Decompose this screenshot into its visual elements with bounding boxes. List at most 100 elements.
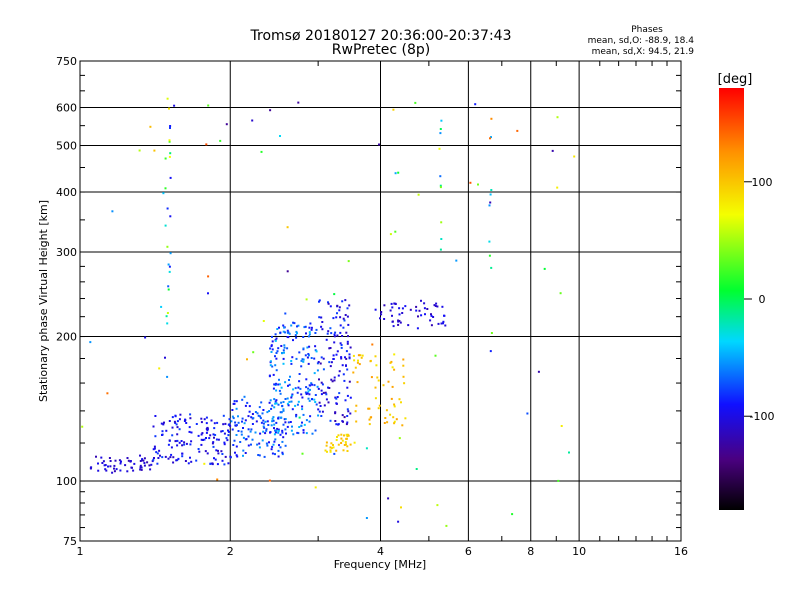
data-point: [346, 408, 349, 411]
data-point: [115, 468, 118, 471]
data-point: [242, 449, 245, 452]
data-point: [197, 448, 200, 450]
data-point: [239, 441, 242, 443]
data-point: [161, 430, 164, 433]
data-point: [104, 464, 107, 466]
data-point: [169, 127, 171, 129]
data-point: [205, 422, 208, 425]
data-point: [305, 378, 308, 381]
data-point: [317, 414, 320, 417]
data-point: [168, 265, 171, 268]
data-point: [295, 413, 298, 416]
data-point: [322, 391, 325, 394]
data-point: [279, 446, 282, 449]
data-point: [242, 454, 244, 457]
data-point: [171, 416, 174, 419]
data-point: [439, 175, 442, 178]
data-point: [129, 460, 132, 462]
data-point: [244, 404, 247, 407]
data-point: [274, 333, 277, 336]
data-point: [181, 452, 184, 455]
data-point: [284, 421, 287, 424]
data-point: [229, 425, 232, 427]
data-point: [489, 137, 491, 140]
data-point: [442, 322, 444, 325]
data-point: [376, 376, 379, 379]
data-point: [397, 171, 400, 174]
data-point: [346, 445, 349, 448]
data-point: [235, 400, 238, 403]
data-point: [332, 444, 334, 446]
data-point: [343, 444, 346, 446]
data-point: [154, 415, 157, 417]
data-point: [420, 299, 422, 302]
data-point: [216, 478, 219, 481]
data-point: [325, 444, 328, 447]
data-point: [334, 420, 337, 422]
data-point: [279, 411, 282, 414]
data-point: [303, 326, 306, 329]
data-point: [107, 465, 109, 468]
data-point: [430, 314, 433, 317]
data-point: [210, 419, 213, 422]
data-point: [332, 446, 335, 449]
data-point: [436, 305, 439, 308]
colorbar: [719, 88, 744, 510]
data-point: [282, 357, 285, 360]
data-point: [127, 459, 130, 462]
data-point: [394, 172, 397, 175]
data-point: [345, 437, 348, 440]
data-point: [320, 415, 323, 417]
data-point: [271, 340, 274, 343]
data-point: [266, 444, 269, 447]
data-point: [305, 393, 308, 395]
data-point: [349, 443, 352, 446]
data-point: [275, 389, 278, 392]
data-point: [269, 360, 272, 363]
data-point: [154, 435, 157, 438]
data-point: [399, 321, 402, 324]
data-point: [161, 456, 164, 459]
data-point: [171, 434, 174, 437]
phases-heading: Phases: [631, 25, 663, 35]
data-point: [288, 383, 291, 386]
data-point: [389, 233, 392, 236]
data-point: [309, 322, 312, 325]
data-point: [337, 443, 340, 446]
data-point: [89, 467, 92, 470]
data-point: [314, 349, 317, 352]
data-point: [187, 462, 190, 465]
data-point: [190, 431, 193, 434]
data-point: [207, 275, 210, 278]
data-point: [168, 140, 171, 143]
data-point: [203, 418, 206, 421]
data-point: [349, 346, 352, 349]
data-point: [209, 434, 212, 437]
data-point: [153, 445, 156, 448]
data-point: [259, 415, 262, 418]
data-point: [290, 362, 293, 365]
data-point: [341, 414, 344, 417]
data-point: [271, 348, 274, 351]
data-point: [172, 456, 175, 459]
data-point: [359, 354, 362, 357]
data-point: [278, 389, 281, 392]
data-point: [346, 450, 349, 452]
data-point: [356, 381, 359, 384]
data-point: [273, 427, 275, 430]
data-point: [165, 429, 168, 432]
data-point: [302, 347, 305, 350]
data-point: [156, 462, 159, 465]
y-tick-label: 75: [63, 535, 77, 548]
data-point: [335, 402, 338, 405]
data-point: [214, 458, 217, 461]
data-point: [444, 324, 447, 327]
data-point: [321, 321, 324, 323]
data-point: [188, 430, 191, 433]
data-point: [371, 343, 374, 346]
data-point: [178, 418, 181, 421]
data-point: [141, 458, 144, 461]
data-point: [185, 422, 188, 424]
data-point: [357, 359, 359, 362]
data-point: [315, 403, 318, 406]
